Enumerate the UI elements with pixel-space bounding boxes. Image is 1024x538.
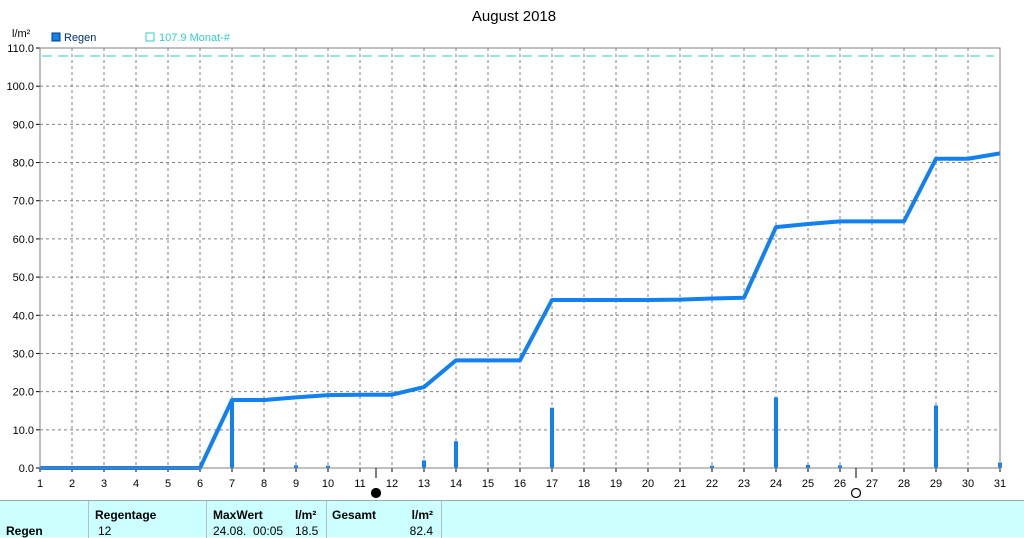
y-tick-label: 90.0 — [13, 119, 34, 131]
daily-bar — [838, 465, 842, 468]
x-tick-label: 16 — [514, 478, 526, 490]
x-tick-label: 7 — [229, 478, 235, 490]
x-tick-labels: 1 2 3 4 5 6 7 8 9 10 11 12 13 14 15 16 17 18 19 20 21 22 23 24 2… — [37, 468, 1006, 490]
y-tick-label: 0.0 — [19, 463, 34, 475]
legend-reference-swatch — [145, 32, 155, 42]
x-tick-label: 17 — [546, 478, 558, 490]
y-tick-label: 60.0 — [13, 234, 34, 246]
daily-bar — [934, 405, 938, 468]
y-tick-label: 50.0 — [13, 272, 34, 284]
x-tick-label: 1 — [37, 478, 43, 490]
maxwert-value: 18.5 — [295, 524, 319, 538]
legend-reference-label: 107.9 Monat-# — [159, 32, 231, 44]
x-tick-label: 11 — [354, 478, 365, 490]
x-tick-label: 26 — [834, 478, 846, 490]
daily-bar — [550, 407, 554, 468]
chart-title: August 2018 — [472, 8, 556, 25]
x-tick-label: 27 — [866, 478, 878, 490]
x-tick-label: 28 — [898, 478, 910, 490]
daily-bar — [230, 400, 234, 468]
cumulative-rain-line — [40, 151, 1001, 470]
x-tick-label: 25 — [802, 478, 814, 490]
stats-regentage: Regentage 12 — [88, 501, 206, 538]
daily-bar — [294, 465, 298, 468]
daily-bar — [326, 465, 330, 468]
stats-row-label: Regen — [6, 524, 43, 538]
x-tick-label: 14 — [450, 478, 462, 490]
y-tick-label: 10.0 — [13, 425, 34, 437]
y-tick-label: 20.0 — [13, 387, 34, 399]
y-tick-label: 80.0 — [13, 158, 34, 170]
daily-bar — [710, 465, 714, 468]
x-tick-label: 29 — [930, 478, 942, 490]
y-axis-label: l/m² — [12, 28, 31, 40]
rain-chart: August 2018 l/m² Regen 107.9 Monat-# 0.0… — [6, 8, 1006, 499]
x-tick-label: 21 — [674, 478, 686, 490]
maxwert-label: MaxWert — [213, 508, 263, 522]
x-tick-label: 2 — [69, 478, 75, 490]
legend-series-label: Regen — [64, 32, 96, 44]
gesamt-label: Gesamt — [332, 508, 377, 522]
x-tick-label: 10 — [322, 478, 334, 490]
x-tick-label: 18 — [578, 478, 590, 490]
x-tick-label: 31 — [994, 478, 1006, 490]
x-tick-label: 30 — [962, 478, 974, 490]
daily-bar — [422, 460, 426, 468]
x-tick-label: 4 — [133, 478, 139, 490]
x-tick-label: 19 — [610, 478, 622, 490]
y-tick-label: 30.0 — [13, 348, 34, 360]
stats-maxwert: MaxWert 24.08. 00:05 l/m² 18.5 — [206, 501, 326, 538]
gesamt-unit-label: l/m² — [411, 508, 433, 522]
y-tick-label: 110.0 — [7, 43, 34, 55]
x-tick-label: 22 — [706, 478, 718, 490]
x-tick-label: 8 — [261, 478, 267, 490]
y-tick-label: 100.0 — [6, 81, 34, 93]
maxwert-unit-label: l/m² — [295, 508, 317, 522]
new-moon-icon — [370, 487, 382, 499]
y-tick-label: 70.0 — [13, 196, 34, 208]
daily-bar — [774, 397, 778, 468]
legend: Regen 107.9 Monat-# — [51, 32, 231, 44]
x-tick-label: 5 — [165, 478, 171, 490]
legend-series-swatch — [51, 32, 61, 42]
x-tick-label: 12 — [386, 478, 398, 490]
x-tick-label: 3 — [101, 478, 107, 490]
y-tick-labels: 0.0 10.0 20.0 30.0 40.0 50.0 60.0 70.0 80.0 90.0 1… — [6, 43, 40, 475]
x-tick-label: 6 — [197, 478, 203, 490]
x-tick-label: 15 — [482, 478, 494, 490]
y-tick-label: 40.0 — [13, 310, 34, 322]
moon-phase-markers — [370, 468, 862, 499]
gesamt-value: 82.4 — [409, 524, 433, 538]
grid — [40, 48, 1000, 468]
daily-bar — [454, 441, 458, 468]
regentage-label: Regentage — [95, 508, 157, 522]
stats-gesamt: Gesamt l/m² 82.4 — [326, 501, 442, 538]
x-tick-label: 9 — [293, 478, 299, 490]
x-tick-label: 23 — [738, 478, 750, 490]
daily-bar — [806, 464, 810, 468]
plot-frame — [39, 47, 1001, 469]
x-tick-label: 24 — [770, 478, 782, 490]
full-moon-icon — [850, 487, 862, 499]
x-tick-label: 13 — [418, 478, 430, 490]
maxwert-date: 24.08. 00:05 — [213, 524, 284, 538]
regentage-value: 12 — [98, 524, 112, 538]
stats-panel: Regen Regentage 12 MaxWert 24.08. 00:05 … — [0, 500, 1024, 538]
x-tick-label: 20 — [642, 478, 654, 490]
